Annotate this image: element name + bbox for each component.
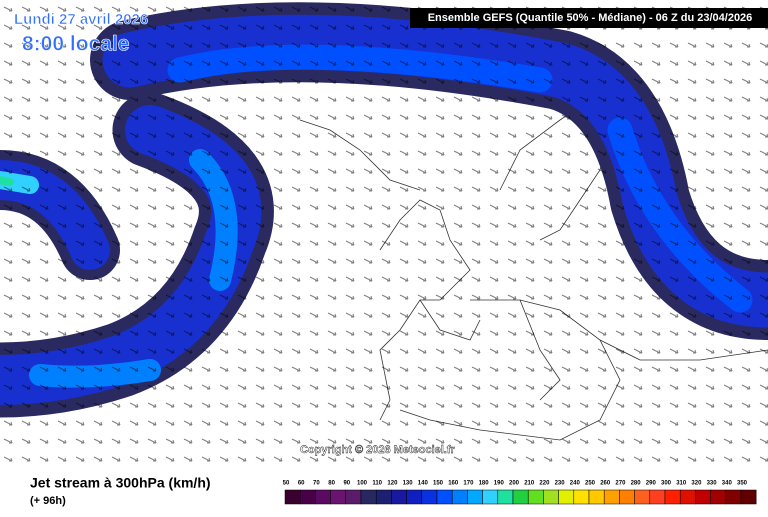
scale-swatch <box>619 489 635 505</box>
scale-swatch <box>558 489 575 505</box>
scale-swatch <box>497 489 514 505</box>
scale-swatch <box>740 489 757 505</box>
wind-arrows <box>0 0 768 470</box>
scale-label: 280 <box>631 481 642 487</box>
scale-label: 170 <box>463 481 474 487</box>
scale-swatch <box>406 489 423 505</box>
scale-label: 60 <box>298 481 305 487</box>
scale-label: 350 <box>737 481 748 487</box>
scale-swatch <box>512 489 529 505</box>
scale-label: 160 <box>448 481 459 487</box>
copyright: Copyright © 2026 Meteociel.fr <box>300 444 456 456</box>
scale-swatch <box>527 489 544 505</box>
scale-label: 300 <box>661 481 672 487</box>
scale-swatch <box>603 489 620 505</box>
scale-label: 180 <box>479 481 490 487</box>
scale-label: 130 <box>403 481 414 487</box>
scale-label: 100 <box>357 481 368 487</box>
scale-swatch <box>421 489 438 505</box>
scale-label: 330 <box>707 481 718 487</box>
scale-swatch <box>679 489 696 505</box>
scale-swatch <box>451 489 468 505</box>
model-label: Ensemble GEFS (Quantile 50% - Médiane) -… <box>428 12 753 24</box>
scale-label: 120 <box>387 481 398 487</box>
scale-label: 260 <box>600 481 611 487</box>
footer-title: Jet stream à 300hPa (km/h) <box>30 475 211 491</box>
footer-lead: (+ 96h) <box>30 495 66 507</box>
scale-label: 220 <box>539 481 550 487</box>
scale-swatch <box>664 489 681 505</box>
scale-label: 210 <box>524 481 535 487</box>
scale-swatch <box>573 489 590 505</box>
scale-label: 340 <box>722 481 733 487</box>
scale-swatch <box>345 489 362 505</box>
scale-swatch <box>649 489 666 505</box>
scale-label: 320 <box>691 481 702 487</box>
scale-label: 140 <box>418 481 429 487</box>
scale-label: 50 <box>283 481 290 487</box>
scale-swatch <box>482 489 499 505</box>
scale-label: 80 <box>328 481 335 487</box>
scale-swatch <box>299 489 316 505</box>
scale-label: 310 <box>676 481 687 487</box>
scale-label: 90 <box>343 481 350 487</box>
scale-label: 250 <box>585 481 596 487</box>
date-label: Lundi 27 avril 2026 <box>14 11 148 28</box>
header-box <box>410 8 768 28</box>
scale-label: 230 <box>555 481 566 487</box>
time-label: 8:00 locale <box>22 33 129 56</box>
scale-swatch <box>695 489 711 505</box>
scale-swatch <box>360 489 377 505</box>
scale-swatch <box>543 489 559 505</box>
scale-swatch <box>284 489 301 505</box>
scale-swatch <box>634 489 651 505</box>
scale-swatch <box>436 489 453 505</box>
scale-label: 150 <box>433 481 444 487</box>
scale-swatch <box>330 489 347 505</box>
scale-label: 270 <box>615 481 626 487</box>
scale-label: 110 <box>372 481 382 487</box>
scale-label: 240 <box>570 481 581 487</box>
scale-swatch <box>710 489 727 505</box>
scale-swatch <box>588 489 605 505</box>
scale-swatch <box>391 489 407 505</box>
scale-swatch <box>467 489 483 505</box>
scale-swatch <box>375 489 392 505</box>
scale-label: 70 <box>313 481 320 487</box>
scale-label: 200 <box>509 481 520 487</box>
scale-label: 290 <box>646 481 657 487</box>
scale-swatch <box>315 489 331 505</box>
scale-swatch <box>725 489 742 505</box>
scale-label: 190 <box>494 481 505 487</box>
color-scale: 50 60 70 80 90 100 110 120 130 140 150 160 170 180 190… <box>283 481 757 505</box>
